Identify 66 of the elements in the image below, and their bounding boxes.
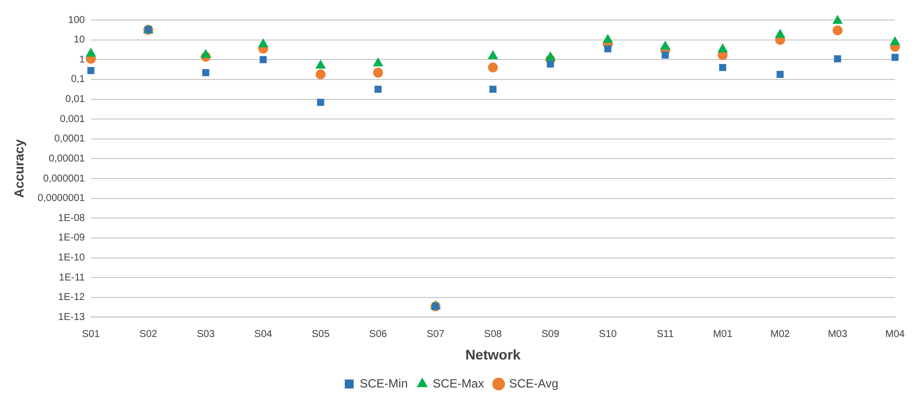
y-axis-title: Accuracy bbox=[11, 138, 26, 198]
x-tick-label: S10 bbox=[598, 328, 618, 340]
y-tick-label: 10 bbox=[74, 34, 86, 46]
y-tick-label: 1 bbox=[79, 54, 86, 66]
x-tick-label: S01 bbox=[82, 328, 100, 340]
x-tick-label: M03 bbox=[828, 328, 848, 340]
point bbox=[316, 69, 326, 80]
point bbox=[373, 68, 384, 78]
point bbox=[891, 54, 899, 61]
legend-label: SCE-Max bbox=[432, 376, 484, 390]
point bbox=[890, 36, 900, 46]
point bbox=[87, 67, 94, 74]
y-tick-label: 1E-13 bbox=[58, 312, 86, 323]
y-tick-label: 0,0001 bbox=[54, 134, 86, 145]
point bbox=[317, 98, 324, 106]
x-tick-label: S07 bbox=[426, 328, 445, 340]
point bbox=[717, 43, 728, 52]
y-tick-label: 1E-08 bbox=[58, 212, 86, 224]
point bbox=[200, 49, 211, 58]
y-tick-label: 0,000001 bbox=[43, 173, 86, 184]
point bbox=[776, 70, 784, 78]
point bbox=[374, 86, 382, 93]
x-tick-label: M02 bbox=[770, 328, 790, 340]
x-tick-label: S11 bbox=[656, 328, 674, 340]
y-tick-label: 0,1 bbox=[70, 74, 86, 86]
legend-label: SCE-Min bbox=[360, 376, 408, 390]
point bbox=[832, 14, 843, 24]
x-tick-label: S09 bbox=[541, 328, 560, 340]
point bbox=[315, 60, 326, 69]
y-tick-label: 1E-10 bbox=[58, 252, 86, 264]
point bbox=[832, 25, 843, 36]
point bbox=[774, 28, 786, 38]
x-tick-label: S08 bbox=[484, 328, 502, 340]
point bbox=[545, 51, 556, 60]
y-tick-label: 100 bbox=[68, 14, 86, 26]
point bbox=[719, 64, 726, 72]
point bbox=[604, 45, 612, 52]
point bbox=[660, 40, 670, 50]
x-tick-label: S06 bbox=[369, 328, 388, 340]
legend-label: SCE-Avg bbox=[509, 376, 558, 390]
y-tick-label: 1E-12 bbox=[58, 292, 86, 304]
x-tick-label: S05 bbox=[312, 328, 330, 340]
x-tick-label: M01 bbox=[712, 328, 733, 340]
y-tick-label: 0,01 bbox=[65, 94, 86, 106]
point bbox=[488, 62, 498, 73]
point bbox=[86, 48, 96, 57]
y-tick-label: 0,0000001 bbox=[38, 193, 86, 204]
point bbox=[489, 86, 496, 93]
y-tick-label: 1E-09 bbox=[58, 232, 86, 244]
point bbox=[202, 69, 210, 76]
x-axis-title: Network bbox=[465, 346, 521, 362]
x-tick-label: S04 bbox=[254, 328, 273, 340]
point bbox=[260, 56, 267, 64]
x-tick-label: S03 bbox=[196, 328, 216, 340]
point bbox=[488, 50, 498, 60]
point bbox=[602, 34, 614, 43]
x-tick-label: S02 bbox=[139, 328, 158, 340]
point bbox=[258, 38, 268, 48]
y-tick-label: 0,001 bbox=[60, 114, 86, 125]
point bbox=[546, 60, 554, 68]
point bbox=[662, 52, 669, 59]
y-tick-label: 0,00001 bbox=[48, 153, 86, 164]
point bbox=[372, 57, 384, 66]
point bbox=[834, 55, 842, 62]
y-tick-label: 1E-11 bbox=[58, 272, 86, 284]
x-tick-label: M04 bbox=[885, 328, 906, 340]
